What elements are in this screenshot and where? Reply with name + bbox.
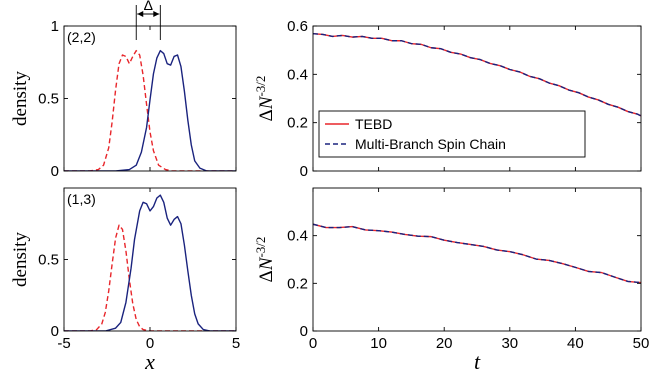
x-tick-label: 40 [567, 335, 584, 352]
legend-entry: TEBD [355, 116, 392, 132]
series-line-b [313, 223, 641, 284]
delta-label: Δ [144, 0, 153, 13]
x-tick-label: 0 [146, 335, 154, 352]
y-tick-label: 0 [51, 163, 59, 180]
y-tick-label: 0.4 [287, 228, 308, 245]
series-line-a [313, 33, 641, 117]
x-tick-label: 10 [370, 335, 387, 352]
series-line-b [313, 33, 641, 117]
legend-box [318, 110, 586, 158]
x-tick-label: 0 [309, 335, 317, 352]
x-tick-label: -5 [57, 335, 70, 352]
y-axis-label: ΔN-3/2 [253, 76, 277, 122]
y-tick-label: 1 [51, 18, 59, 35]
panel-density-top: 0 0.5 1 density (2,2) Δ [10, 0, 237, 180]
y-tick-label: 0 [51, 323, 59, 340]
x-tick-label: 20 [436, 335, 453, 352]
y-tick-label: 0 [300, 323, 308, 340]
y-tick-label: 0.6 [287, 18, 308, 35]
x-axis-label: t [474, 349, 481, 374]
y-axis-label: density [10, 71, 31, 126]
delta-arrowhead-left [137, 11, 144, 17]
series-line-b [64, 194, 236, 331]
y-axis-label: ΔN-3/2 [253, 237, 277, 283]
y-tick-label: 0.4 [287, 66, 308, 83]
x-tick-label: 30 [501, 335, 518, 352]
series-line-a [313, 223, 641, 284]
y-tick-label: 0.5 [38, 91, 59, 108]
y-tick-label: 0.2 [287, 115, 308, 132]
panel-annotation: (2,2) [67, 29, 96, 45]
series-line-a [64, 49, 236, 171]
y-axis-label: density [10, 232, 31, 287]
axes-frame [312, 187, 642, 332]
y-tick-label: 0.2 [287, 275, 308, 292]
x-axis-label: x [144, 349, 155, 374]
x-tick-label: 50 [633, 335, 650, 352]
series-line-a [64, 224, 236, 331]
delta-arrowhead-right [153, 11, 160, 17]
y-tick-label: 0.5 [38, 252, 59, 269]
series-line-b [64, 49, 236, 171]
legend: TEBD Multi-Branch Spin Chain [318, 110, 586, 158]
axes-frame [312, 25, 642, 172]
legend-entry: Multi-Branch Spin Chain [355, 136, 506, 152]
x-tick-label: 5 [232, 335, 240, 352]
panel-dn-bottom: 0 0.2 0.4 0 10 20 30 40 50 ΔN-3/2 t [253, 187, 650, 374]
panel-dn-top: 0 0.2 0.4 0.6 ΔN-3/2 TEBD Multi-Branch Spin Ch… [253, 18, 642, 180]
y-tick-label: 0 [300, 163, 308, 180]
panel-annotation: (1,3) [67, 191, 96, 207]
